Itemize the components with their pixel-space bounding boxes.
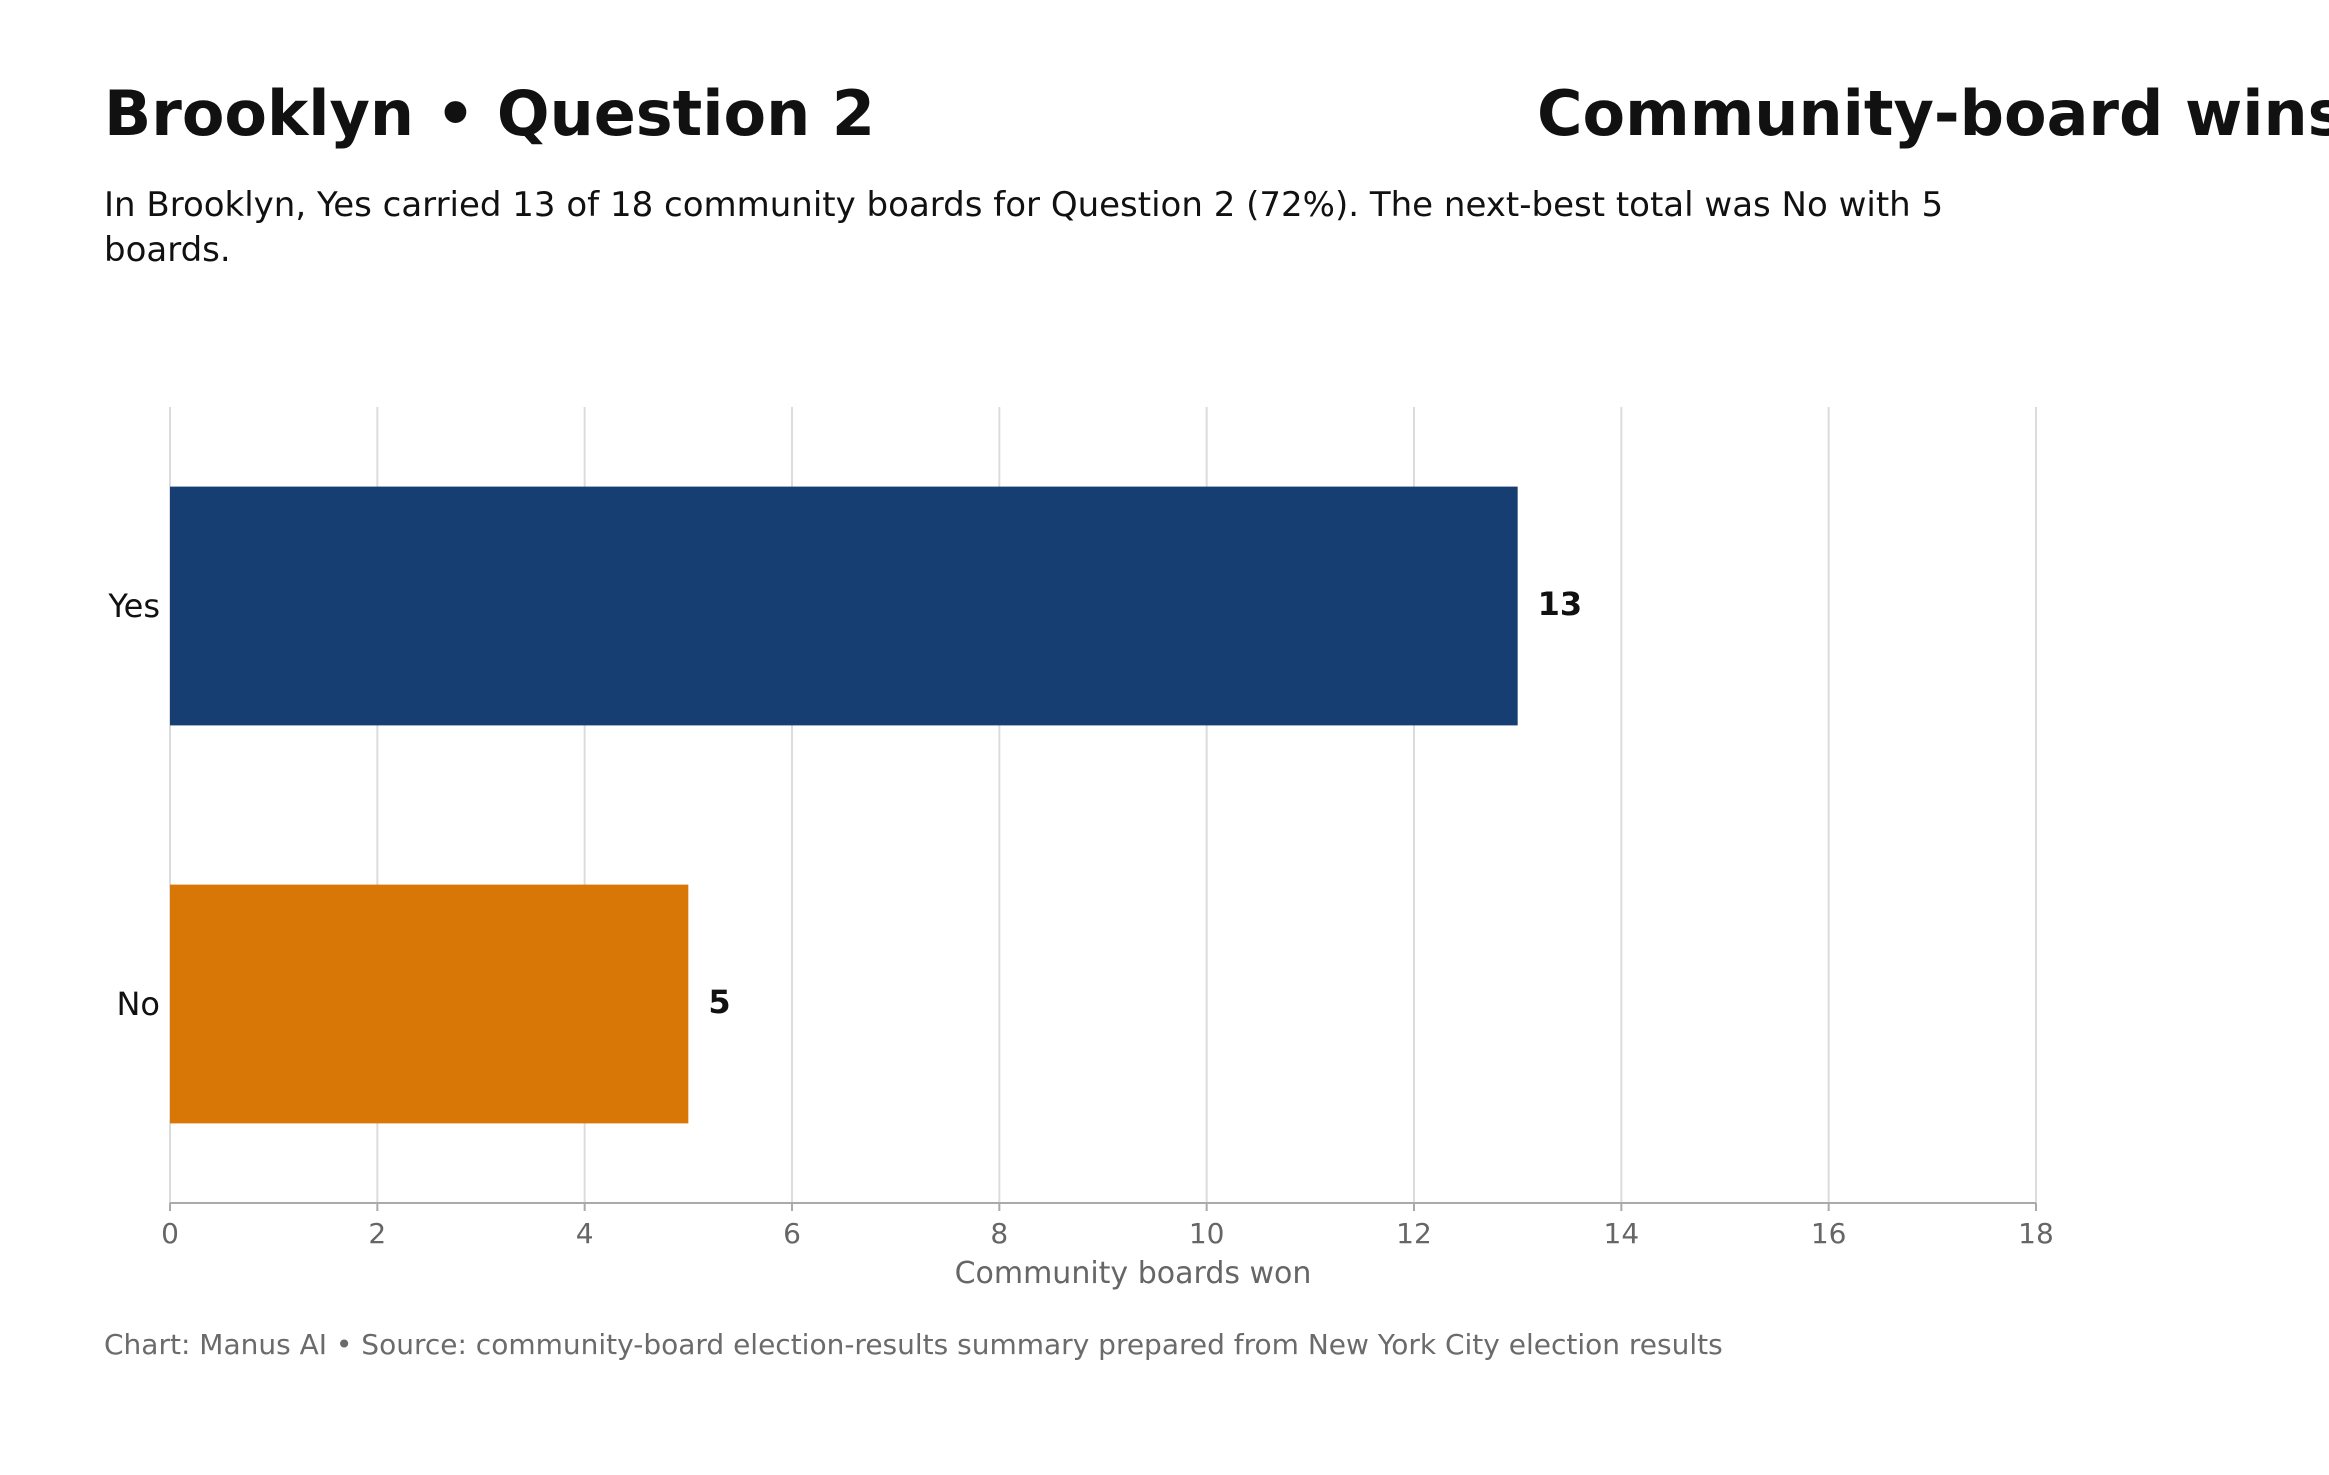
chart-footer: Chart: Manus AI • Source: community-boar… bbox=[104, 1328, 1723, 1361]
x-tick-label: 18 bbox=[2018, 1217, 2054, 1250]
x-tick-label: 4 bbox=[576, 1217, 594, 1250]
x-axis: 0 2 4 6 8 10 12 14 16 18 Community boards won bbox=[161, 1202, 2054, 1291]
x-tick-label: 2 bbox=[368, 1217, 386, 1250]
x-tick-label: 14 bbox=[1604, 1217, 1640, 1250]
bar-yes bbox=[170, 486, 1518, 726]
x-tick-label: 0 bbox=[161, 1217, 179, 1250]
category-label: No bbox=[116, 985, 160, 1023]
chart-title-right: Community-board wins bbox=[1537, 77, 2329, 150]
x-tick-label: 10 bbox=[1189, 1217, 1225, 1250]
x-tick-label: 12 bbox=[1396, 1217, 1432, 1250]
bar-no bbox=[170, 884, 689, 1124]
x-axis-title: Community boards won bbox=[955, 1256, 1312, 1291]
data-label: 5 bbox=[708, 983, 730, 1021]
labels: Yes 13 No 5 bbox=[107, 585, 1582, 1023]
category-label: Yes bbox=[107, 587, 160, 625]
x-tick-label: 6 bbox=[783, 1217, 801, 1250]
chart-title: Brooklyn • Question 2 bbox=[104, 77, 876, 150]
bars bbox=[170, 486, 1518, 1124]
data-label: 13 bbox=[1538, 585, 1583, 623]
x-tick-label: 8 bbox=[990, 1217, 1008, 1250]
chart-subtitle: In Brooklyn, Yes carried 13 of 18 commun… bbox=[104, 185, 1944, 270]
x-tick-label: 16 bbox=[1811, 1217, 1847, 1250]
